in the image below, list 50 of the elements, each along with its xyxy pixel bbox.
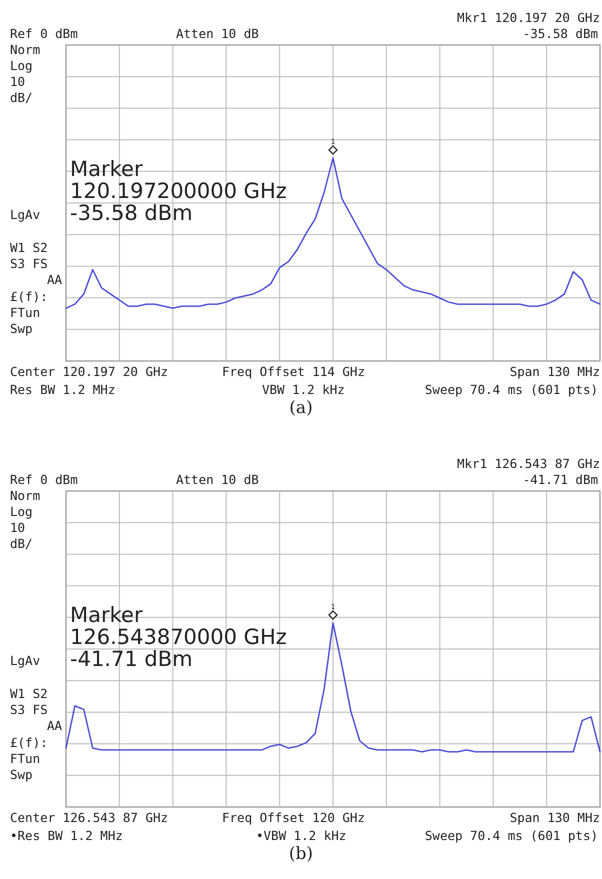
text: dB/ — [10, 90, 33, 105]
text: Log — [10, 504, 33, 519]
annotation: Marker — [70, 157, 143, 181]
text: AA — [46, 718, 62, 733]
text: Log — [10, 58, 33, 73]
text: LgAv — [10, 207, 40, 222]
text: Sweep 70.4 ms (601 pts) — [424, 382, 598, 397]
annotation: -41.71 dBm — [70, 647, 193, 671]
text: Swp — [10, 321, 33, 336]
text: •Res BW 1.2 MHz — [10, 828, 123, 843]
text: VBW 1.2 kHz — [262, 382, 345, 397]
text: LgAv — [10, 653, 40, 668]
text: Freq Offset 120 GHz — [222, 810, 365, 825]
text: Mkr1 126.543 87 GHz — [457, 456, 600, 471]
annotation: 120.197200000 GHz — [70, 179, 287, 203]
text: Swp — [10, 767, 33, 782]
text: Atten 10 dB — [176, 26, 259, 41]
text: Center 120.197 20 GHz — [10, 364, 168, 379]
text: Span 130 MHz — [510, 364, 600, 379]
text: FTun — [10, 751, 40, 766]
text: Norm — [10, 488, 40, 503]
text: -35.58 dBm — [522, 26, 598, 41]
text: (a) — [289, 398, 313, 418]
text: -41.71 dBm — [522, 472, 598, 487]
text: dB/ — [10, 536, 33, 551]
text: Res BW 1.2 MHz — [10, 382, 116, 397]
text: £(f): — [10, 735, 48, 750]
text: Freq Offset 114 GHz — [222, 364, 365, 379]
text: Center 126.543 87 GHz — [10, 810, 168, 825]
text: Atten 10 dB — [176, 472, 259, 487]
text: Sweep 70.4 ms (601 pts) — [424, 828, 598, 843]
text: W1 S2 — [10, 686, 48, 701]
text: S3 FS — [10, 702, 48, 717]
text: (b) — [288, 844, 314, 864]
text: 10 — [10, 520, 26, 535]
text: Span 130 MHz — [510, 810, 600, 825]
annotation: 126.543870000 GHz — [70, 625, 287, 649]
annotation: Marker — [70, 603, 143, 627]
text: Ref 0 dBm — [10, 472, 78, 487]
text: •VBW 1.2 kHz — [256, 828, 346, 843]
text: 10 — [10, 74, 26, 89]
text: Mkr1 120.197 20 GHz — [457, 10, 600, 25]
text: AA — [46, 272, 62, 287]
annotation: -35.58 dBm — [70, 201, 193, 225]
text: Ref 0 dBm — [10, 26, 78, 41]
text: W1 S2 — [10, 240, 48, 255]
text: £(f): — [10, 289, 48, 304]
text: Norm — [10, 42, 40, 57]
text: S3 FS — [10, 256, 48, 271]
text: FTun — [10, 305, 40, 320]
